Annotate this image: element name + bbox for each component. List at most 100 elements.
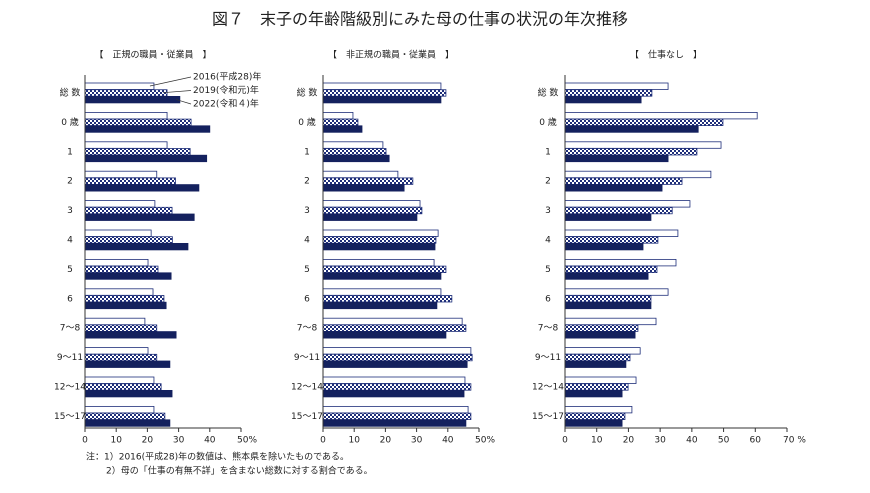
bar [84, 141, 168, 149]
bar [84, 324, 158, 332]
panel-title: 【 非正規の職員・従業員 】 [328, 49, 454, 61]
note: 注：1）2016(平成28)年の数値は、熊本県を除いたものである。 [86, 451, 349, 463]
category-label: 4 [545, 236, 551, 246]
bar [322, 96, 442, 104]
bar [322, 170, 399, 179]
bar [322, 353, 473, 362]
bar [564, 360, 627, 368]
bar [564, 317, 657, 326]
bar [84, 177, 176, 185]
x-tick-label: 30 [654, 436, 666, 446]
category-label: 2 [304, 177, 310, 187]
bar [322, 347, 472, 355]
category-label: 2 [67, 177, 73, 187]
bar [322, 184, 405, 192]
x-tick-label: 0 [82, 436, 88, 446]
category-label: 9～11 [57, 353, 83, 363]
x-tick-label: 40 [442, 436, 454, 446]
bar [84, 125, 211, 133]
bar [564, 125, 699, 133]
bar [322, 236, 437, 244]
category-label: 12～14 [54, 383, 86, 393]
bar [84, 200, 156, 208]
bar [84, 288, 154, 296]
bar [564, 242, 644, 251]
bar [322, 177, 414, 185]
bar [84, 272, 172, 280]
bar [84, 89, 168, 97]
category-label: 総 数 [538, 87, 559, 99]
bar [322, 125, 363, 133]
category-label: 15～17 [54, 412, 86, 422]
bar [564, 82, 669, 90]
category-label: 1 [545, 147, 551, 157]
category-label: 1 [67, 147, 73, 157]
bar [564, 206, 673, 215]
bar [84, 295, 165, 303]
legend-leader [163, 90, 192, 94]
category-label: 5 [67, 265, 73, 275]
bar [564, 184, 663, 192]
x-tick-label: 30 [173, 436, 185, 446]
panel-title: 【 正規の職員・従業員 】 [94, 49, 211, 61]
bar [84, 154, 208, 163]
category-label: 2 [545, 177, 551, 187]
category-label: 9～11 [535, 353, 561, 363]
bar [322, 331, 447, 339]
bar [322, 265, 447, 274]
category-label: 6 [67, 294, 73, 304]
x-tick-label: 40 [204, 436, 216, 446]
bar [564, 301, 652, 310]
bar [322, 206, 423, 215]
x-tick-label: 10 [348, 436, 360, 446]
bar [564, 141, 722, 149]
bar [84, 206, 173, 215]
category-label: 総 数 [297, 87, 318, 99]
bar [84, 412, 166, 421]
bar [564, 389, 623, 398]
category-label: 5 [545, 265, 551, 275]
x-tick-label: 20 [623, 436, 635, 446]
figure-title: 図７ 末子の年齢階級別にみた母の仕事の状況の年次推移 [212, 10, 628, 29]
legend-leader [175, 99, 192, 105]
category-label: 総 数 [60, 87, 81, 99]
bar [84, 82, 155, 90]
bar [322, 360, 468, 368]
bar [564, 112, 758, 120]
bar [322, 383, 472, 391]
category-label: 7～8 [538, 324, 559, 334]
bar [84, 265, 159, 274]
category-label: 3 [304, 206, 310, 216]
bar [84, 376, 155, 384]
category-label: 3 [67, 206, 73, 216]
category-label: 6 [545, 294, 551, 304]
bar [84, 118, 192, 126]
bar [564, 412, 626, 421]
bar [84, 229, 152, 237]
bar [322, 389, 465, 398]
bar [564, 353, 631, 362]
note: 2）母の「仕事の有無不詳」を含まない総数に対する割合である。 [106, 465, 373, 477]
bar [564, 213, 652, 221]
bar [84, 419, 171, 427]
bar [564, 154, 669, 163]
category-label: 5 [304, 265, 310, 275]
bar [564, 383, 629, 391]
bar [564, 258, 677, 267]
legend-label: 2022(令和４)年 [193, 98, 259, 110]
bar [84, 405, 155, 414]
bar [564, 265, 658, 274]
category-label: 15～17 [532, 412, 564, 422]
bar [564, 200, 691, 208]
bar [564, 288, 669, 296]
bar [84, 317, 146, 326]
category-label: 12～14 [532, 383, 564, 393]
category-label: 0 歳 [298, 116, 316, 128]
bar [564, 331, 636, 339]
bar [322, 213, 418, 221]
bar [322, 154, 390, 163]
bar [322, 118, 359, 126]
bar [322, 419, 467, 427]
bar [564, 405, 633, 414]
